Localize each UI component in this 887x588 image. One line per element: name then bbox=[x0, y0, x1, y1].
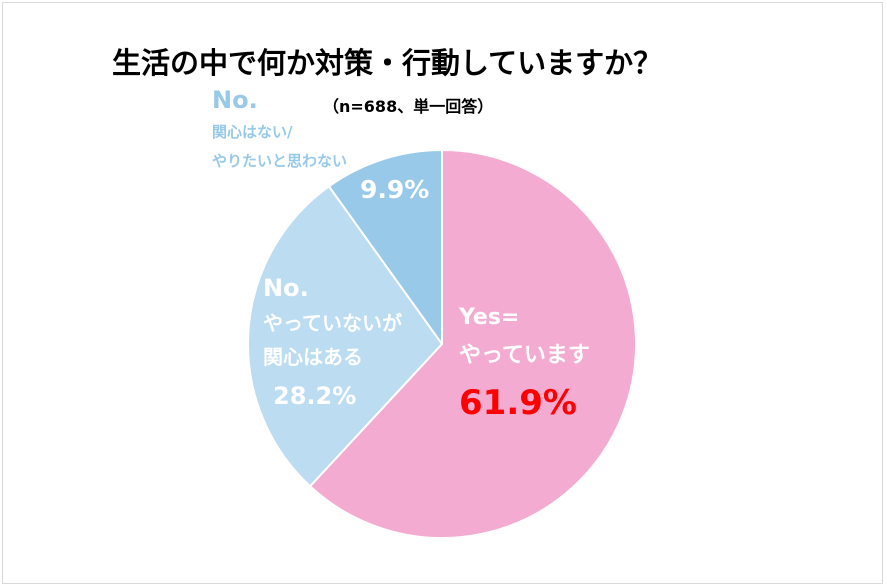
pie-slices bbox=[247, 149, 637, 539]
pie-slice-yes bbox=[309, 149, 637, 539]
chart-title: 生活の中で何か対策・行動していますか？ bbox=[112, 46, 663, 80]
slice-label-yes-line-2: やっています bbox=[459, 343, 590, 368]
slice-label-no-not-interested-line-3: やりたいと思わない bbox=[212, 152, 347, 170]
chart-subtitle: （n=688、単一回答） bbox=[323, 97, 494, 116]
slice-label-no-interested-line-2: やっていないが bbox=[263, 311, 402, 335]
slice-label-no-interested-line-3: 関心はある bbox=[263, 345, 363, 369]
pie-slice-no-interested bbox=[247, 185, 443, 488]
slice-value-yes: 61.9% bbox=[459, 383, 577, 423]
slice-label-no-interested-line-1: No. bbox=[263, 274, 309, 302]
slice-label-no-not-interested-line-2: 関心はない/ bbox=[212, 123, 293, 141]
slice-label-yes-line-1: Yes= bbox=[458, 305, 519, 330]
pie-slice-no-not-interested bbox=[327, 149, 443, 345]
slice-label-no-not-interested-line-1: No. bbox=[212, 86, 258, 114]
slice-value-no-not-interested: 9.9% bbox=[360, 175, 429, 204]
slice-value-no-interested: 28.2% bbox=[273, 382, 356, 410]
